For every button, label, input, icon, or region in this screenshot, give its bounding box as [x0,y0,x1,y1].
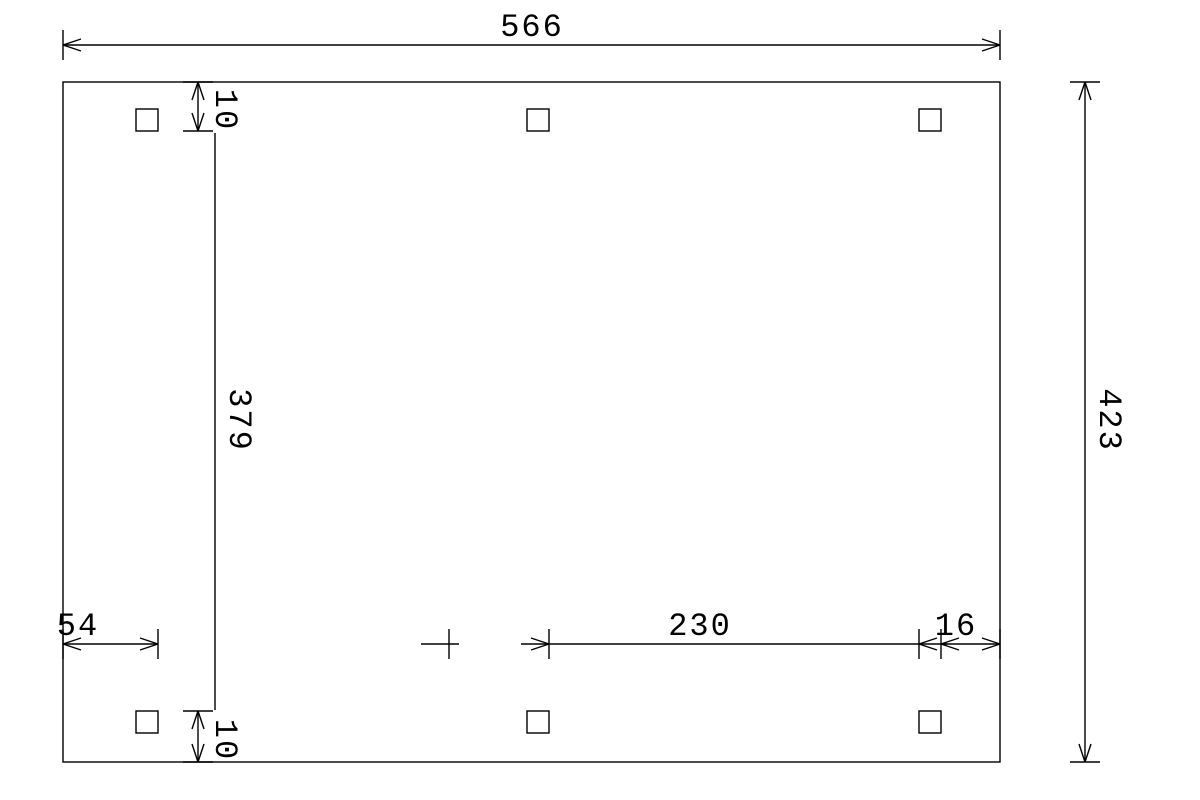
dim-bot-10 [192,711,204,762]
dim-bot-230 [521,638,947,650]
dim-top-10 [192,82,204,131]
dim-label: 54 [57,608,99,645]
dim-label: 566 [500,9,564,46]
extension-lines [63,30,1100,762]
dimension-texts: 566 423 379 10 10 54 230 16 [57,9,1127,761]
post-marker [919,109,941,131]
dim-label: 10 [206,89,243,131]
technical-drawing: 566 423 379 10 10 54 230 16 [0,0,1200,800]
dim-label: 423 [1090,388,1127,452]
outline-rect [63,82,1000,762]
post-marker [527,711,549,733]
dimension-lines [63,39,1091,762]
dim-label: 230 [668,608,732,645]
post-marker [919,711,941,733]
post-marker [136,109,158,131]
dim-label: 10 [206,719,243,761]
outer-rectangle [63,82,1000,762]
dim-label: 16 [935,608,977,645]
post-marker [136,711,158,733]
dim-label: 379 [220,388,257,452]
dim-right-423 [1079,82,1091,762]
post-marker [527,109,549,131]
